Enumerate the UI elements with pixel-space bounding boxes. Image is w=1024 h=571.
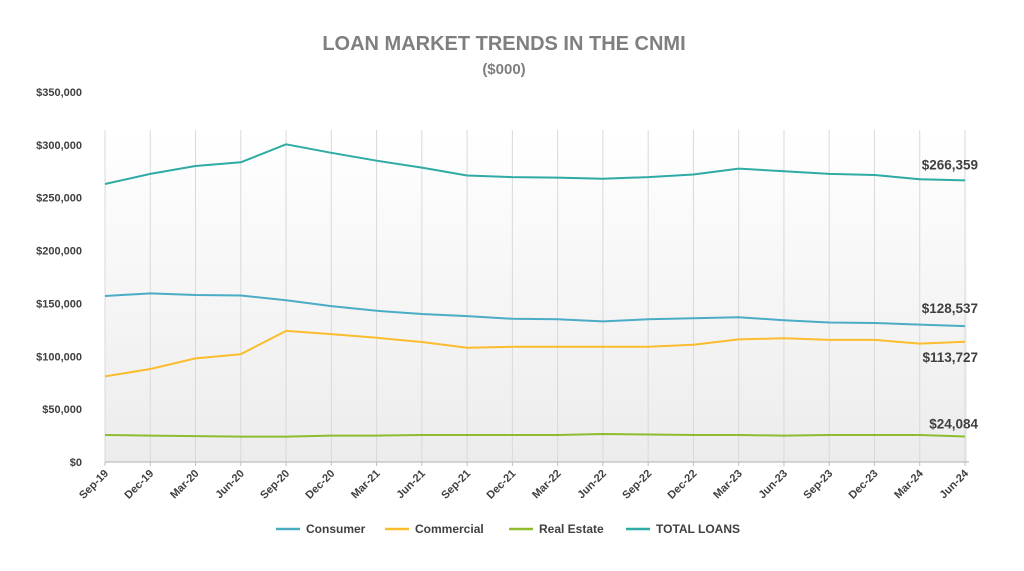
x-tick-label: Dec-21 [484,468,518,502]
y-tick-label: $0 [70,457,82,469]
x-tick-label: Sep-21 [439,468,473,502]
chart-title: LOAN MARKET TRENDS IN THE CNMI [322,33,685,55]
legend-item-consumer: Consumer [276,522,366,536]
chart-subtitle: ($000) [482,61,525,78]
x-tick-label: Mar-22 [530,468,564,502]
x-tick-label: Jun-23 [757,468,791,502]
axis-layer [104,461,969,466]
legend: Consumer Commercial Real Estate TOTAL LOANS [276,522,740,536]
end-label-real-estate: $24,084 [929,417,978,432]
legend-label: Commercial [415,522,484,536]
y-tick-label: $100,000 [36,351,82,363]
x-tick-label: Mar-21 [349,468,383,502]
x-tick-label: Jun-24 [938,467,972,501]
series-line-consumer [104,292,966,328]
legend-label: Consumer [306,522,366,536]
x-tick-label: Dec-23 [847,468,881,502]
end-label-consumer: $128,537 [922,301,978,316]
x-tick-label: Jun-20 [213,468,247,502]
y-tick-label: $150,000 [36,298,82,310]
x-tick-label: Dec-22 [666,468,700,502]
y-tick-label: $250,000 [36,193,82,205]
x-tick-label: Sep-22 [620,468,654,502]
series-layer [104,143,966,438]
y-tick-label: $200,000 [36,246,82,258]
legend-label: Real Estate [539,522,604,536]
series-line-total-loans [104,143,966,185]
x-tick-label: Mar-20 [168,468,202,502]
x-tick-label: Sep-23 [801,468,835,502]
legend-item-total-loans: TOTAL LOANS [626,522,740,536]
y-tick-label: $300,000 [36,140,82,152]
y-tick-label: $50,000 [42,404,82,416]
end-label-layer: $128,537 $113,727 $24,084 $266,359 [922,157,979,431]
y-tick-layer: $0 $50,000 $100,000 $150,000 $200,000 $250,00… [36,87,82,469]
series-line-real-estate [104,433,966,438]
series-line-commercial [104,329,966,378]
x-tick-layer: Sep-19 Dec-19 Mar-20 Jun-20 Sep-20 Dec-20 Mar-… [77,467,972,502]
legend-label: TOTAL LOANS [656,522,740,536]
y-tick-label: $350,000 [36,87,82,99]
x-tick-label: Sep-19 [77,468,111,502]
x-tick-label: Jun-22 [575,468,609,502]
x-tick-label: Dec-20 [303,468,337,502]
end-label-total-loans: $266,359 [922,157,978,172]
legend-item-real-estate: Real Estate [509,522,604,536]
legend-item-commercial: Commercial [385,522,484,536]
grid-layer [104,130,966,462]
end-label-commercial: $113,727 [922,350,978,365]
x-tick-label: Sep-20 [258,468,292,502]
x-tick-label: Jun-21 [394,468,428,502]
x-tick-label: Dec-19 [122,468,156,502]
x-tick-label: Mar-24 [892,467,926,501]
x-tick-label: Mar-23 [711,468,745,502]
